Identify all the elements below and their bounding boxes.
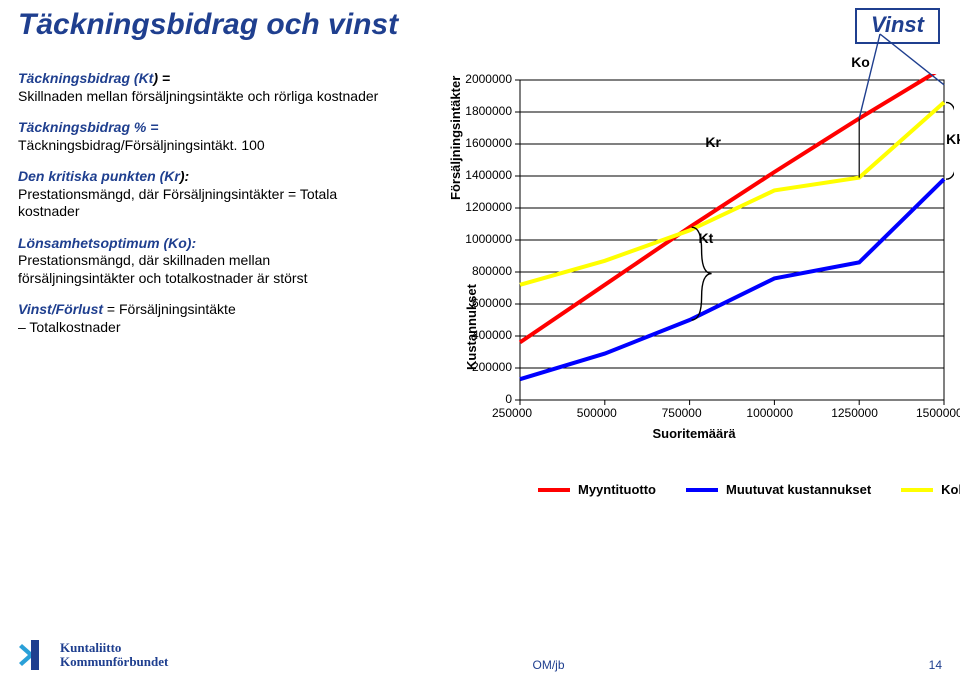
legend: Myyntituotto Muutuvat kustannukset Kokonai… — [538, 482, 960, 497]
logo-icon — [18, 638, 52, 672]
x-tick-label: 1000000 — [746, 406, 793, 420]
legend-label: Myyntituotto — [578, 482, 656, 497]
header-row: Täckningsbidrag och vinst Vinst — [18, 8, 942, 44]
annotation-ko: Ko — [851, 54, 870, 70]
def-vinst: Vinst/Förlust = Försäljningsintäkte – To… — [18, 301, 388, 336]
def-ktpct: Täckningsbidrag % = Täckningsbidrag/Förs… — [18, 119, 388, 154]
x-tick-label: 750000 — [662, 406, 702, 420]
x-axis-label: Suoritemäärä — [434, 426, 954, 441]
y-tick-label: 0 — [442, 392, 512, 406]
legend-label: Kokonaiskustannukset — [941, 482, 960, 497]
definitions-panel: Täckningsbidrag (Kt) = Skillnaden mellan… — [18, 70, 388, 350]
footer: Kuntaliitto Kommunförbundet OM/jb 14 — [0, 638, 960, 672]
logo-text-2: Kommunförbundet — [60, 655, 168, 669]
def-ko: Lönsamhetsoptimum (Ko): Prestationsmängd… — [18, 235, 388, 288]
annotation-kk: Kk — [946, 131, 960, 147]
legend-label: Muutuvat kustannukset — [726, 482, 871, 497]
x-tick-label: 500000 — [577, 406, 617, 420]
y-tick-label: 800000 — [442, 264, 512, 278]
chart-panel: 0200000400000600000800000100000012000001… — [388, 70, 942, 350]
x-tick-label: 1250000 — [831, 406, 878, 420]
annotation-kr: Kr — [705, 134, 721, 150]
y-axis-label-inner: Kustannukset — [464, 284, 479, 370]
logo: Kuntaliitto Kommunförbundet — [18, 638, 168, 672]
y-tick-label: 1000000 — [442, 232, 512, 246]
logo-text-1: Kuntaliitto — [60, 641, 168, 655]
legend-swatch — [901, 488, 933, 492]
vinst-box: Vinst — [855, 8, 940, 44]
footer-page: 14 — [929, 658, 942, 672]
y-axis-label-outer: Försäljningsintäkter — [448, 76, 463, 200]
y-tick-label: 1200000 — [442, 200, 512, 214]
page-title: Täckningsbidrag och vinst — [18, 8, 398, 42]
legend-item: Myyntituotto — [538, 482, 656, 497]
def-kt: Täckningsbidrag (Kt) = Skillnaden mellan… — [18, 70, 388, 105]
def-kr: Den kritiska punkten (Kr): Prestationsmä… — [18, 168, 388, 221]
legend-item: Kokonaiskustannukset — [901, 482, 960, 497]
legend-item: Muutuvat kustannukset — [686, 482, 871, 497]
legend-swatch — [686, 488, 718, 492]
footer-code: OM/jb — [168, 658, 928, 672]
x-tick-label: 1500000 — [916, 406, 960, 420]
chart: 0200000400000600000800000100000012000001… — [434, 74, 954, 514]
slide: Täckningsbidrag och vinst Vinst Täckning… — [0, 0, 960, 680]
x-tick-label: 250000 — [492, 406, 532, 420]
annotation-kt: Kt — [699, 230, 714, 246]
def-kt-term: Täckningsbidrag (Kt) = — [18, 70, 170, 86]
legend-swatch — [538, 488, 570, 492]
